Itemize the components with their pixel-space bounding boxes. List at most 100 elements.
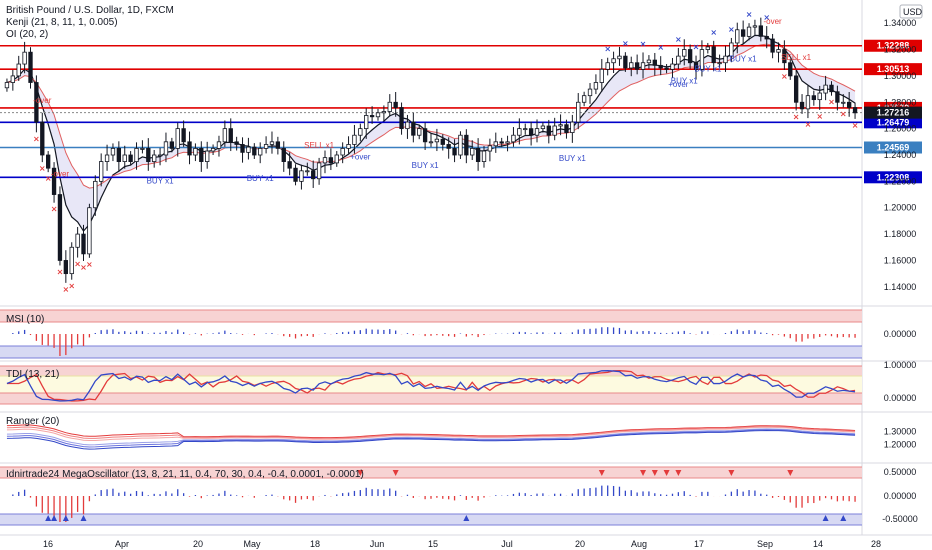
- candle-body[interactable]: [634, 62, 640, 70]
- candle-body[interactable]: [764, 35, 769, 40]
- candle-body[interactable]: [452, 148, 457, 156]
- candle-body[interactable]: [263, 144, 269, 149]
- candle-body[interactable]: [446, 144, 451, 149]
- candle-body[interactable]: [587, 88, 593, 97]
- candle-body[interactable]: [664, 67, 669, 70]
- candle-body[interactable]: [293, 167, 298, 182]
- candle-body[interactable]: [146, 148, 151, 162]
- candle-body[interactable]: [417, 128, 422, 136]
- candle-body[interactable]: [658, 64, 663, 69]
- candle-body[interactable]: [564, 124, 569, 133]
- candle-body[interactable]: [275, 141, 281, 149]
- candle-body[interactable]: [805, 95, 811, 110]
- candle-body[interactable]: [281, 148, 286, 162]
- candle-body[interactable]: [576, 101, 581, 123]
- candle-body[interactable]: [140, 148, 145, 150]
- tdi-panel[interactable]: [0, 365, 862, 405]
- candle-body[interactable]: [835, 91, 840, 103]
- candle-body[interactable]: [181, 128, 186, 143]
- candle-body[interactable]: [246, 146, 251, 153]
- mega-label[interactable]: Idnirtrade24 MegaOscillator (13, 8, 21, …: [6, 469, 364, 480]
- candle-body[interactable]: [51, 167, 57, 195]
- candle-body[interactable]: [799, 101, 805, 110]
- candle-body[interactable]: [63, 260, 69, 275]
- candle-body[interactable]: [570, 121, 575, 133]
- candle-body[interactable]: [116, 148, 122, 162]
- candle-body[interactable]: [705, 46, 710, 50]
- price-panel[interactable]: ×××××× ×× × ××× × ×××× ×× ××××××××BUY x1 BUY x1S…: [0, 10, 862, 294]
- candle-body[interactable]: [829, 84, 834, 93]
- candle-body[interactable]: [234, 141, 239, 145]
- candle-body[interactable]: [729, 42, 734, 57]
- candle-body[interactable]: [287, 161, 292, 169]
- candle-body[interactable]: [152, 154, 157, 162]
- price-axis[interactable]: 1.322881.305131.275721.264791.245691.223…: [864, 18, 922, 524]
- candle-body[interactable]: [723, 55, 728, 64]
- candle-body[interactable]: [699, 49, 705, 70]
- candle-body[interactable]: [104, 154, 110, 162]
- candle-body[interactable]: [128, 154, 133, 162]
- ranger-label[interactable]: Ranger (20): [6, 416, 59, 427]
- candle-body[interactable]: [687, 49, 693, 64]
- candle-body[interactable]: [393, 101, 398, 108]
- candle-body[interactable]: [240, 144, 245, 153]
- candle-body[interactable]: [646, 59, 652, 64]
- candle-body[interactable]: [381, 111, 387, 114]
- candle-body[interactable]: [122, 154, 127, 162]
- candle-body[interactable]: [187, 141, 192, 156]
- candle-body[interactable]: [34, 82, 39, 123]
- candle-body[interactable]: [352, 134, 357, 145]
- candle-body[interactable]: [640, 62, 646, 70]
- candle-body[interactable]: [758, 25, 763, 37]
- candle-body[interactable]: [852, 107, 858, 114]
- candle-body[interactable]: [534, 128, 540, 136]
- candle-body[interactable]: [93, 180, 98, 209]
- candle-body[interactable]: [328, 157, 334, 164]
- indicator-kenji-label[interactable]: Kenji (21, 8, 11, 1, 0.005): [6, 17, 118, 28]
- candle-body[interactable]: [505, 141, 510, 144]
- candle-body[interactable]: [28, 51, 33, 83]
- candle-body[interactable]: [163, 141, 169, 156]
- candle-body[interactable]: [346, 144, 351, 149]
- candle-body[interactable]: [4, 82, 10, 89]
- candle-body[interactable]: [481, 150, 487, 162]
- candle-body[interactable]: [793, 75, 799, 103]
- candle-body[interactable]: [735, 29, 740, 44]
- candle-body[interactable]: [81, 233, 86, 255]
- candle-body[interactable]: [258, 148, 263, 156]
- candle-body[interactable]: [16, 63, 21, 77]
- candle-body[interactable]: [405, 121, 410, 130]
- candle-body[interactable]: [511, 134, 516, 143]
- candle-body[interactable]: [193, 148, 198, 156]
- candle-body[interactable]: [157, 154, 163, 157]
- candle-body[interactable]: [299, 170, 304, 182]
- candle-body[interactable]: [846, 101, 852, 108]
- candle-body[interactable]: [605, 62, 610, 70]
- candle-body[interactable]: [46, 154, 51, 169]
- candle-body[interactable]: [552, 125, 557, 136]
- candle-body[interactable]: [682, 49, 687, 57]
- candle-body[interactable]: [22, 51, 27, 65]
- candle-body[interactable]: [458, 134, 463, 156]
- candle-body[interactable]: [782, 49, 787, 64]
- candle-body[interactable]: [558, 124, 563, 127]
- candle-body[interactable]: [546, 125, 551, 136]
- candle-body[interactable]: [464, 134, 469, 156]
- candle-body[interactable]: [617, 55, 622, 60]
- candle-body[interactable]: [693, 62, 699, 70]
- candle-body[interactable]: [611, 58, 616, 64]
- candle-body[interactable]: [75, 233, 80, 248]
- candle-body[interactable]: [57, 194, 63, 261]
- candle-body[interactable]: [411, 121, 416, 136]
- candle-body[interactable]: [475, 148, 481, 162]
- candle-body[interactable]: [493, 141, 498, 147]
- candle-body[interactable]: [175, 128, 180, 149]
- candle-body[interactable]: [216, 141, 222, 149]
- candle-body[interactable]: [364, 115, 369, 130]
- currency-badge[interactable]: [899, 4, 923, 19]
- msi-label[interactable]: MSI (10): [6, 314, 44, 325]
- candle-body[interactable]: [817, 92, 822, 101]
- candle-body[interactable]: [434, 138, 440, 143]
- candle-body[interactable]: [629, 62, 634, 69]
- candle-body[interactable]: [228, 128, 233, 143]
